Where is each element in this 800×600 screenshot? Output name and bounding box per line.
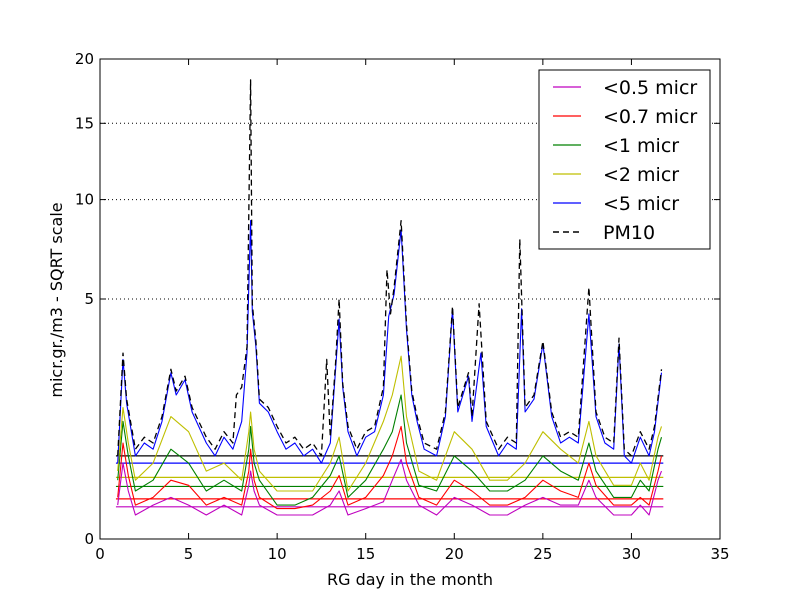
y-tick-label: 5 (84, 290, 94, 308)
series-line (117, 394, 663, 506)
legend-label: <0.5 micr (603, 77, 697, 99)
legend-label: <2 micr (603, 164, 679, 186)
y-axis-ticks: 0 5 10 15 20 (75, 50, 720, 548)
x-axis-ticks: 0 5 10 15 20 25 30 35 (95, 59, 730, 563)
y-tick-label: 15 (75, 114, 94, 132)
legend-label: PM10 (603, 222, 655, 244)
x-tick-label: 10 (268, 545, 287, 563)
x-axis-label: RG day in the month (327, 570, 493, 589)
series-line (117, 79, 663, 457)
legend-label: <1 micr (603, 135, 679, 157)
x-tick-label: 5 (184, 545, 194, 563)
series-line (117, 220, 663, 464)
x-tick-label: 35 (710, 545, 729, 563)
series-line (117, 355, 663, 492)
legend-label: <5 micr (603, 193, 679, 215)
y-tick-label: 10 (75, 191, 94, 209)
y-tick-label: 0 (84, 530, 94, 548)
x-tick-label: 25 (533, 545, 552, 563)
x-tick-label: 0 (95, 545, 105, 563)
y-axis-label: micr.gr./m3 - SQRT scale (47, 202, 66, 397)
series-lines (117, 79, 663, 516)
x-tick-label: 15 (356, 545, 375, 563)
series-line (117, 425, 663, 510)
series-line (117, 458, 663, 516)
x-tick-label: 30 (622, 545, 641, 563)
legend-label: <0.7 micr (603, 106, 697, 128)
legend: <0.5 micr <0.7 micr <1 micr <2 micr <5 micr P… (538, 69, 711, 250)
x-tick-label: 20 (445, 545, 464, 563)
y-tick-label: 20 (75, 50, 94, 68)
legend-box (538, 69, 711, 250)
